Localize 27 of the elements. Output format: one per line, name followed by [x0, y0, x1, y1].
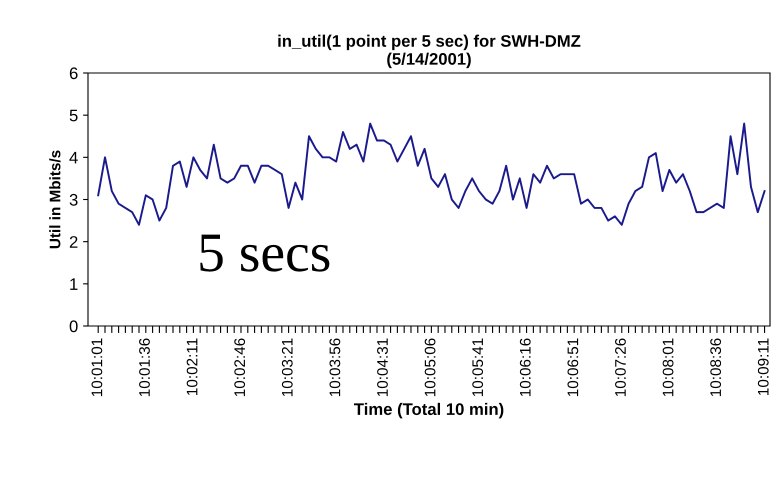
y-tick-label: 6	[70, 67, 78, 80]
x-tick-label: 10:06:51	[567, 338, 578, 396]
y-tick-label: 1	[70, 278, 78, 290]
y-tick-label: 4	[69, 152, 78, 164]
x-tick-label: 10:06:16	[520, 338, 531, 396]
x-tick-label: 10:05:41	[472, 338, 484, 396]
annotation: 5 secs	[200, 234, 330, 272]
x-tick-label: 10:08:36	[710, 338, 722, 396]
x-tick-label: 10:05:06	[424, 338, 436, 396]
y-tick-label: 3	[70, 194, 78, 206]
y-axis-title: Util in Mbits/s	[49, 150, 61, 248]
y-tick-label: 2	[70, 236, 78, 248]
x-tick-label: 10:03:56	[329, 338, 340, 396]
chart-title: in_util(1 point per 5 sec) for SWH-DMZ (5/14/2001)	[278, 34, 580, 68]
x-tick-label: 10:04:31	[377, 338, 388, 396]
x-tick-label: 10:01:36	[139, 338, 150, 396]
x-axis-title: Time (Total 10 min)	[354, 402, 504, 418]
y-tick-label: 5	[70, 110, 78, 122]
x-tick-label: 10:07:26	[615, 338, 626, 396]
x-tick-label: 10:01:01	[91, 338, 102, 396]
y-tick-label: 0	[70, 320, 78, 332]
x-tick-label: 10:09:11	[758, 338, 769, 395]
x-tick-label: 10:02:46	[234, 338, 246, 396]
line-series	[97, 122, 766, 226]
x-tick-label: 10:02:11	[186, 338, 198, 395]
x-tick-label: 10:03:21	[282, 338, 293, 396]
x-tick-label: 10:08:01	[662, 338, 674, 396]
